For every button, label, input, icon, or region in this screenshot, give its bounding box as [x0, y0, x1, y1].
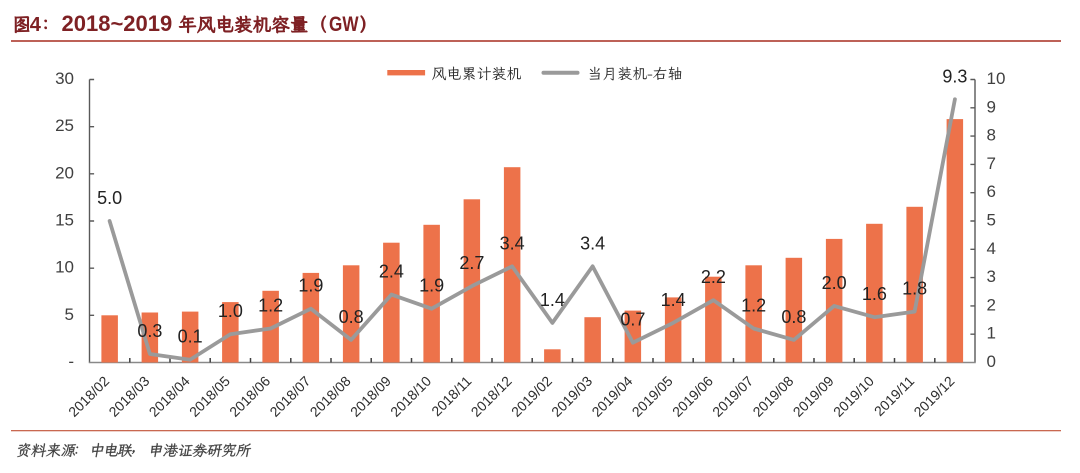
svg-text:0.8: 0.8: [339, 307, 364, 327]
svg-text:2: 2: [987, 295, 996, 314]
svg-text:25: 25: [55, 116, 74, 135]
svg-text:6: 6: [987, 182, 996, 201]
svg-text:9: 9: [987, 97, 996, 116]
svg-text:10: 10: [987, 69, 1006, 88]
svg-text:1.2: 1.2: [741, 296, 766, 316]
svg-text:-: -: [68, 352, 74, 371]
svg-text:1.9: 1.9: [298, 276, 323, 296]
svg-text:2.7: 2.7: [459, 253, 484, 273]
svg-text:1.9: 1.9: [419, 276, 444, 296]
svg-text:30: 30: [55, 69, 74, 88]
svg-text:9.3: 9.3: [942, 66, 967, 86]
svg-text:2018~2019: 2018~2019: [62, 11, 173, 36]
svg-text:8: 8: [987, 126, 996, 145]
svg-text:1.4: 1.4: [661, 290, 686, 310]
svg-text:0: 0: [987, 352, 996, 371]
svg-text:2.0: 2.0: [822, 273, 847, 293]
svg-text:2.2: 2.2: [701, 267, 726, 287]
svg-text:3.4: 3.4: [580, 233, 605, 253]
svg-text:0.8: 0.8: [781, 307, 806, 327]
svg-text:4: 4: [30, 14, 42, 36]
svg-text:GW: GW: [329, 13, 359, 36]
svg-text:3.4: 3.4: [500, 233, 525, 253]
svg-text:5: 5: [987, 211, 996, 230]
svg-text:0.3: 0.3: [137, 321, 162, 341]
svg-text:5.0: 5.0: [97, 188, 122, 208]
svg-text:1: 1: [987, 324, 996, 343]
svg-text:5: 5: [65, 305, 74, 324]
svg-text:0.1: 0.1: [178, 327, 203, 347]
svg-text:3: 3: [987, 267, 996, 286]
svg-text:1.6: 1.6: [862, 284, 887, 304]
svg-text:20: 20: [55, 163, 74, 182]
svg-text:1.2: 1.2: [258, 296, 283, 316]
svg-text:15: 15: [55, 211, 74, 230]
svg-text:7: 7: [987, 154, 996, 173]
svg-text:10: 10: [55, 258, 74, 277]
svg-text:2.4: 2.4: [379, 262, 404, 282]
svg-text:1.4: 1.4: [540, 290, 565, 310]
svg-text:4: 4: [987, 239, 996, 258]
svg-text:1.0: 1.0: [218, 301, 243, 321]
svg-text:1.8: 1.8: [902, 279, 927, 299]
svg-text:0.7: 0.7: [620, 310, 645, 330]
